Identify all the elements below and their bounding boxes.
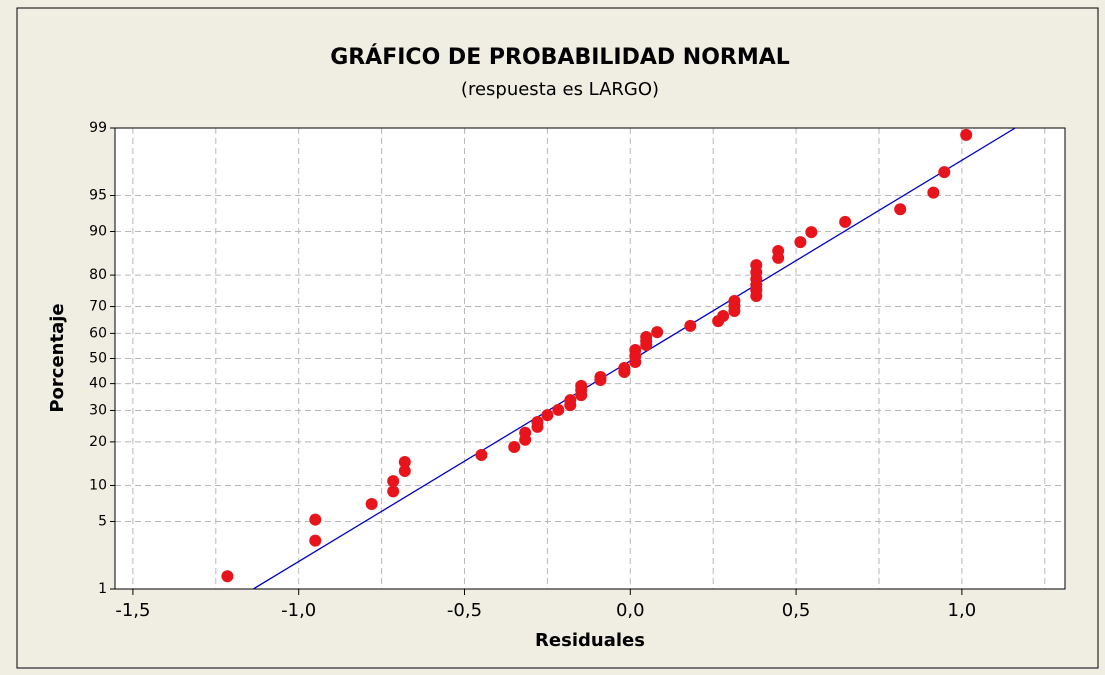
y-tick-label: 20 xyxy=(89,434,107,450)
point xyxy=(387,485,400,498)
point xyxy=(717,310,730,323)
x-tick-label: 0,0 xyxy=(616,600,645,621)
chart-subtitle: (respuesta es LARGO) xyxy=(461,79,659,100)
y-tick-label: 5 xyxy=(98,513,107,529)
x-tick-label: -1,0 xyxy=(281,600,316,621)
point xyxy=(794,236,807,249)
point xyxy=(750,259,763,272)
point xyxy=(594,370,607,383)
y-tick-label: 1 xyxy=(98,581,107,597)
point xyxy=(894,203,907,216)
point xyxy=(805,226,818,239)
y-tick-label: 90 xyxy=(89,224,107,240)
y-tick-label: 60 xyxy=(89,325,107,341)
x-tick-label: -0,5 xyxy=(447,600,482,621)
y-tick-label: 50 xyxy=(89,351,107,367)
point xyxy=(552,403,565,416)
point xyxy=(728,295,741,308)
point xyxy=(839,215,852,228)
point xyxy=(475,449,488,462)
point xyxy=(618,361,631,374)
point xyxy=(508,440,521,453)
point xyxy=(651,326,664,339)
point xyxy=(398,456,411,469)
point xyxy=(309,513,322,526)
y-tick-label: 99 xyxy=(89,120,107,136)
point xyxy=(927,186,940,199)
point xyxy=(684,319,697,332)
y-tick-label: 40 xyxy=(89,376,107,392)
point xyxy=(938,166,951,179)
point xyxy=(960,128,973,141)
point xyxy=(541,409,554,422)
point xyxy=(387,475,400,488)
point xyxy=(772,245,785,258)
y-tick-label: 30 xyxy=(89,402,107,418)
point xyxy=(531,415,544,428)
y-tick-label: 80 xyxy=(89,267,107,283)
point xyxy=(221,570,234,583)
y-tick-label: 10 xyxy=(89,477,107,493)
point xyxy=(564,394,577,407)
x-tick-label: 0,5 xyxy=(782,600,811,621)
y-tick-label: 70 xyxy=(89,299,107,315)
y-axis-label: Porcentaje xyxy=(47,303,68,412)
point xyxy=(398,465,411,478)
point xyxy=(640,330,653,343)
point xyxy=(365,497,378,510)
point xyxy=(575,379,588,392)
x-tick-label: -1,5 xyxy=(115,600,150,621)
point xyxy=(519,426,532,439)
chart-title: GRÁFICO DE PROBABILIDAD NORMAL xyxy=(330,44,790,70)
plot-border xyxy=(114,127,1066,590)
x-axis-label: Residuales xyxy=(535,630,645,651)
x-tick-label: 1,0 xyxy=(948,600,977,621)
y-tick-label: 95 xyxy=(89,188,107,204)
point xyxy=(629,344,642,357)
point xyxy=(309,534,322,547)
